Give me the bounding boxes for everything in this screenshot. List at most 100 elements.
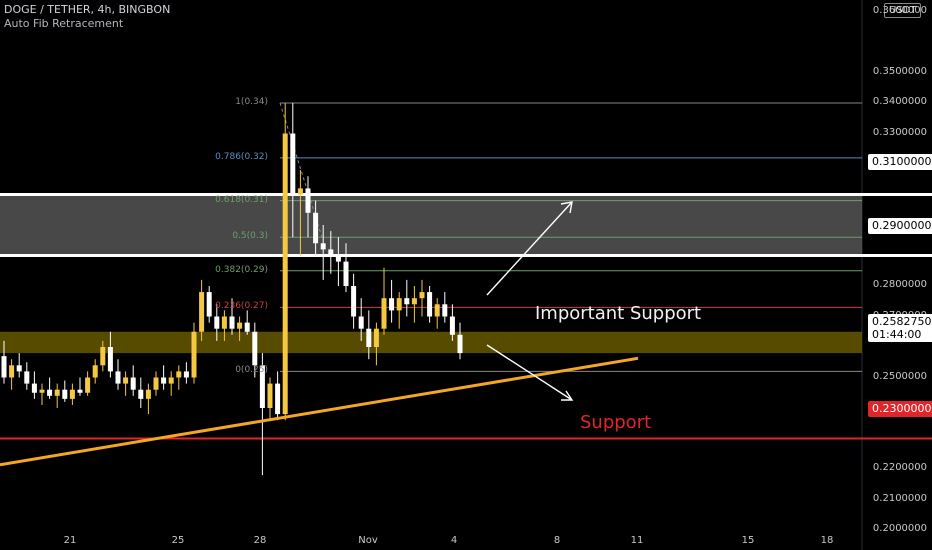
down-arrow-head bbox=[561, 390, 574, 401]
price-tick-label: 0.3500000 bbox=[872, 65, 927, 77]
candle-body bbox=[442, 304, 448, 317]
candle-body bbox=[404, 298, 410, 305]
candle-body bbox=[153, 377, 159, 390]
fib-label: 0.5(0.3) bbox=[232, 231, 268, 242]
candle-body bbox=[107, 347, 113, 372]
candle-body bbox=[16, 365, 22, 372]
candle-body bbox=[313, 212, 319, 244]
time-tick-label: 21 bbox=[63, 535, 77, 546]
candle-body bbox=[411, 298, 417, 305]
candle-body bbox=[389, 298, 395, 311]
symbol-title[interactable]: DOGE / TETHER, 4h, BINGBON bbox=[4, 3, 171, 16]
candle-body bbox=[373, 328, 379, 347]
time-tick-label: 18 bbox=[820, 535, 834, 546]
time-tick-label: 28 bbox=[253, 535, 267, 546]
candle-body bbox=[115, 371, 121, 384]
candle-body bbox=[275, 383, 281, 415]
candle-body bbox=[214, 316, 220, 329]
candle-body bbox=[305, 188, 311, 213]
candle-body bbox=[297, 188, 303, 195]
candle-body bbox=[290, 133, 296, 195]
resistance-zone bbox=[0, 194, 862, 256]
candle-body bbox=[138, 389, 144, 399]
price-tick-label: 0.2500000 bbox=[872, 370, 927, 382]
candle-body bbox=[130, 377, 136, 390]
price-tick-label: 0.3400000 bbox=[872, 96, 927, 107]
fib-label: 1(0.34) bbox=[235, 97, 268, 107]
fib-label: 0.786(0.32) bbox=[215, 151, 268, 162]
candle-body bbox=[229, 316, 235, 329]
candle-body bbox=[267, 383, 273, 408]
candle-body bbox=[77, 389, 83, 393]
support-label: Support bbox=[580, 412, 652, 433]
current-price: 0.2582750 bbox=[872, 315, 932, 328]
candle-body bbox=[31, 383, 37, 393]
candle-body bbox=[252, 331, 258, 366]
candle-body bbox=[85, 377, 91, 393]
candle-body bbox=[69, 389, 75, 399]
indicator-label[interactable]: Auto Fib Retracement bbox=[4, 17, 124, 30]
price-tick-label: 0.2800000 bbox=[872, 279, 927, 290]
candle-body bbox=[47, 389, 53, 396]
bar-countdown: 01:44:00 bbox=[872, 328, 922, 341]
time-tick-label: 11 bbox=[630, 535, 644, 546]
candle-body bbox=[183, 371, 189, 378]
candle-body bbox=[343, 261, 349, 286]
candle-body bbox=[419, 292, 425, 299]
candle-body bbox=[259, 365, 265, 408]
price-tick-label: 0.2100000 bbox=[872, 492, 927, 504]
candle-body bbox=[92, 365, 98, 378]
candle-body bbox=[457, 334, 463, 354]
fib-label: 0.382(0.29) bbox=[215, 264, 268, 275]
current-price-badge: 0.2582750 01:44:00 bbox=[868, 314, 932, 342]
candle-body bbox=[381, 298, 387, 329]
candle-body bbox=[366, 328, 372, 347]
price-tick-label: 0.3600000 bbox=[872, 5, 927, 16]
fib-label: 0(0.25) bbox=[235, 365, 268, 376]
candle-body bbox=[62, 389, 68, 399]
time-tick-label: Nov bbox=[358, 535, 378, 546]
candle-body bbox=[54, 389, 60, 396]
candle-body bbox=[206, 292, 212, 317]
up-arrow-head bbox=[560, 201, 573, 214]
support-price-badge: 0.2300000 bbox=[868, 401, 932, 417]
candle-body bbox=[39, 389, 45, 393]
time-tick-label: 25 bbox=[171, 535, 185, 546]
candle-body bbox=[24, 371, 30, 384]
candle-body bbox=[168, 377, 174, 384]
fib-label: 0.236(0.27) bbox=[215, 301, 268, 312]
currency-badge[interactable]: USDT bbox=[884, 3, 922, 18]
candle-body bbox=[237, 322, 243, 329]
candle-body bbox=[145, 389, 151, 399]
price-tick-label: 0.3300000 bbox=[872, 126, 927, 138]
candle-body bbox=[335, 255, 341, 262]
time-tick-label: 8 bbox=[553, 535, 561, 546]
fib-label: 0.618(0.31) bbox=[215, 194, 268, 205]
candle-body bbox=[176, 371, 182, 378]
candle-body bbox=[351, 286, 357, 317]
candle-body bbox=[244, 322, 250, 332]
trend-line bbox=[0, 356, 639, 467]
candle-body bbox=[191, 331, 197, 378]
candle-body bbox=[434, 304, 440, 317]
candle-body bbox=[282, 133, 288, 415]
candle-body bbox=[320, 243, 326, 250]
down-arrow bbox=[486, 344, 573, 401]
candle-body bbox=[449, 316, 455, 335]
candle-body bbox=[1, 356, 7, 378]
candle-body bbox=[358, 316, 364, 329]
candle-body bbox=[199, 292, 205, 332]
candle-body bbox=[161, 377, 167, 384]
candle-body bbox=[328, 249, 334, 256]
candle-body bbox=[100, 347, 106, 366]
price-tick-label: 0.2000000 bbox=[872, 523, 927, 534]
up-arrow bbox=[486, 201, 573, 296]
important-support-label: Important Support bbox=[535, 303, 702, 324]
candle-body bbox=[9, 365, 15, 378]
price-tick-label: 0.2200000 bbox=[872, 462, 927, 473]
time-tick-label: 4 bbox=[450, 535, 458, 546]
resistance-top-price: 0.3100000 bbox=[868, 154, 932, 170]
resistance-bottom-price: 0.2900000 bbox=[868, 218, 932, 234]
candle-body bbox=[221, 316, 227, 329]
